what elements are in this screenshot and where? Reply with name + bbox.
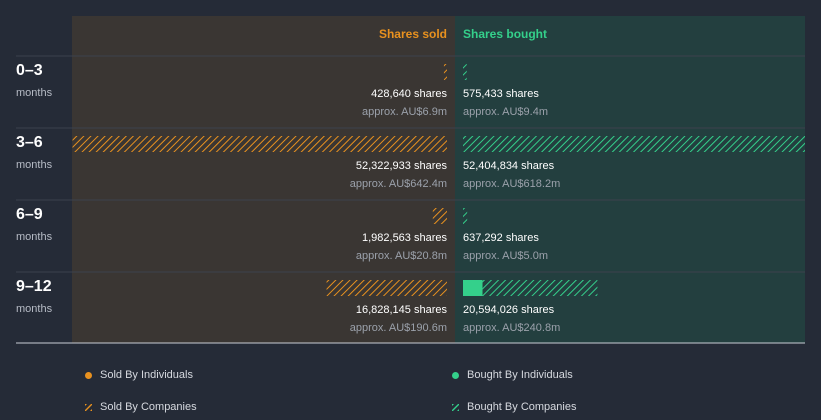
legend-bought-individuals: Bought By Individuals bbox=[452, 369, 573, 381]
sold-shares: 428,640 shares bbox=[371, 88, 447, 100]
period-label: 6–9 bbox=[16, 206, 43, 223]
sold-companies-bar bbox=[443, 64, 447, 80]
solid-dot-icon bbox=[85, 371, 92, 379]
sold-shares: 52,322,933 shares bbox=[355, 160, 447, 172]
bought-shares: 637,292 shares bbox=[463, 232, 539, 244]
bought-value: approx. AU$618.2m bbox=[463, 178, 561, 190]
bought-shares: 575,433 shares bbox=[463, 88, 539, 100]
bought-companies-bar bbox=[463, 64, 467, 80]
period-unit: months bbox=[16, 303, 53, 315]
legend-sold-companies: Sold By Companies bbox=[85, 401, 197, 413]
legend-label: Bought By Companies bbox=[467, 401, 577, 413]
bought-value: approx. AU$9.4m bbox=[463, 106, 548, 118]
sold-value: approx. AU$642.4m bbox=[349, 178, 447, 190]
sold-companies-bar bbox=[326, 280, 447, 296]
bought-companies-bar bbox=[463, 208, 468, 224]
shares-bought-header: Shares bought bbox=[463, 27, 548, 41]
sold-shares: 1,982,563 shares bbox=[361, 232, 447, 244]
period-label: 9–12 bbox=[16, 278, 52, 295]
sold-value: approx. AU$6.9m bbox=[362, 106, 447, 118]
period-unit: months bbox=[16, 87, 53, 99]
legend-label: Sold By Individuals bbox=[100, 369, 193, 381]
legend-label: Sold By Companies bbox=[100, 401, 197, 413]
sold-shares: 16,828,145 shares bbox=[355, 304, 447, 316]
legend-sold-individuals: Sold By Individuals bbox=[85, 369, 193, 381]
period-label: 0–3 bbox=[16, 62, 43, 79]
bought-value: approx. AU$240.8m bbox=[463, 322, 561, 334]
period-label: 3–6 bbox=[16, 134, 43, 151]
legend-label: Bought By Individuals bbox=[467, 369, 573, 381]
sold-value: approx. AU$20.8m bbox=[355, 250, 447, 262]
sold-value: approx. AU$190.6m bbox=[349, 322, 447, 334]
sold-companies-bar bbox=[432, 208, 447, 224]
bought-individuals-bar bbox=[463, 280, 483, 296]
period-unit: months bbox=[16, 159, 53, 171]
bought-shares: 20,594,026 shares bbox=[463, 304, 555, 316]
bought-value: approx. AU$5.0m bbox=[463, 250, 548, 262]
period-unit: months bbox=[16, 231, 53, 243]
shares-sold-header: Shares sold bbox=[378, 27, 447, 41]
solid-dot-icon bbox=[452, 371, 459, 379]
hatch-swatch-icon bbox=[85, 403, 92, 411]
bought-companies-bar bbox=[482, 280, 598, 296]
bought-shares: 52,404,834 shares bbox=[463, 160, 555, 172]
hatch-swatch-icon bbox=[452, 403, 459, 411]
sold-companies-bar bbox=[72, 136, 448, 152]
legend-bought-companies: Bought By Companies bbox=[452, 401, 576, 413]
bought-companies-bar bbox=[463, 136, 805, 152]
